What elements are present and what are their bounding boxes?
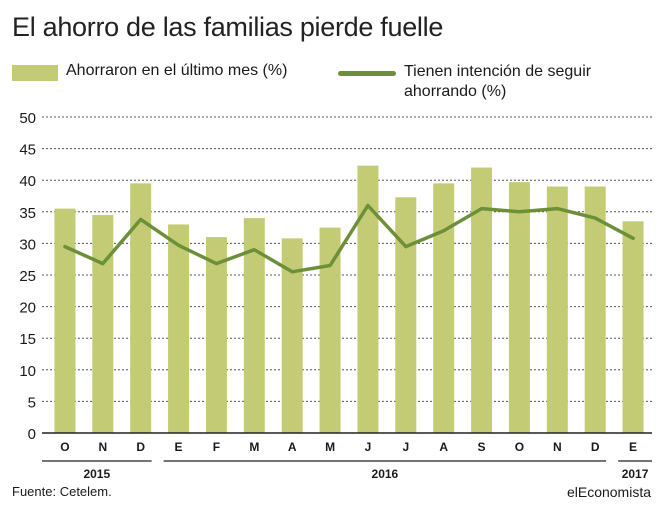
legend-line-swatch [338,71,396,76]
legend: Ahorraron en el último mes (%) Tienen in… [12,60,652,104]
x-tick-label: F [213,440,220,454]
x-tick-label: A [439,440,448,454]
x-tick-label: E [175,440,183,454]
source-note: Fuente: Cetelem. [12,484,112,499]
x-tick-label: A [288,440,297,454]
x-tick-label: J [402,440,409,454]
bar [584,186,606,433]
legend-bar-swatch [12,65,58,81]
bar [168,224,190,433]
y-tick-label: 5 [28,394,36,411]
bar [357,165,379,433]
chart-plot: 0 5 10 15 20 25 30 35 40 45 50 O N D E F M A M J J A S O N D E 2015… [19,110,652,480]
x-tick-label: M [249,440,259,454]
bar [281,238,303,433]
x-tick-label: E [629,440,637,454]
bar [130,183,152,433]
bar [471,167,493,433]
y-tick-label: 45 [19,142,36,159]
x-tick-label: D [591,440,600,454]
y-tick-label: 25 [19,268,36,285]
year-label: 2016 [372,467,399,480]
bar [243,218,265,433]
y-tick-label: 50 [19,110,36,127]
y-tick-label: 10 [19,363,36,380]
bar [205,237,227,433]
x-tick-label: M [325,440,335,454]
y-tick-label: 40 [19,173,36,190]
y-tick-label: 30 [19,236,36,253]
bar [546,186,568,433]
x-tick-label: O [515,440,524,454]
bar [433,183,455,433]
line-series [63,203,635,274]
x-tick-label: O [60,440,69,454]
y-tick-label: 15 [19,331,36,348]
x-tick-label: J [365,440,372,454]
legend-bar-label: Ahorraron en el último mes (%) [66,62,288,79]
bar [622,221,644,433]
x-tick-label: S [478,440,486,454]
chart-title: El ahorro de las familias pierde fuelle [12,12,444,42]
bar [319,227,341,433]
year-label: 2015 [83,467,110,480]
x-tick-label: D [136,440,145,454]
bar [395,197,417,433]
bar [54,208,76,433]
x-tick-label: N [98,440,107,454]
year-label: 2017 [622,467,649,480]
y-tick-label: 20 [19,300,36,317]
x-tick-label: N [553,440,562,454]
legend-line-label: Tienen intención de seguir ahorrando (%) [404,63,592,100]
y-tick-label: 35 [19,205,36,222]
bar [508,182,530,433]
brand-label: elEconomista [566,484,651,500]
bar [92,214,114,433]
y-tick-label: 0 [28,426,36,443]
